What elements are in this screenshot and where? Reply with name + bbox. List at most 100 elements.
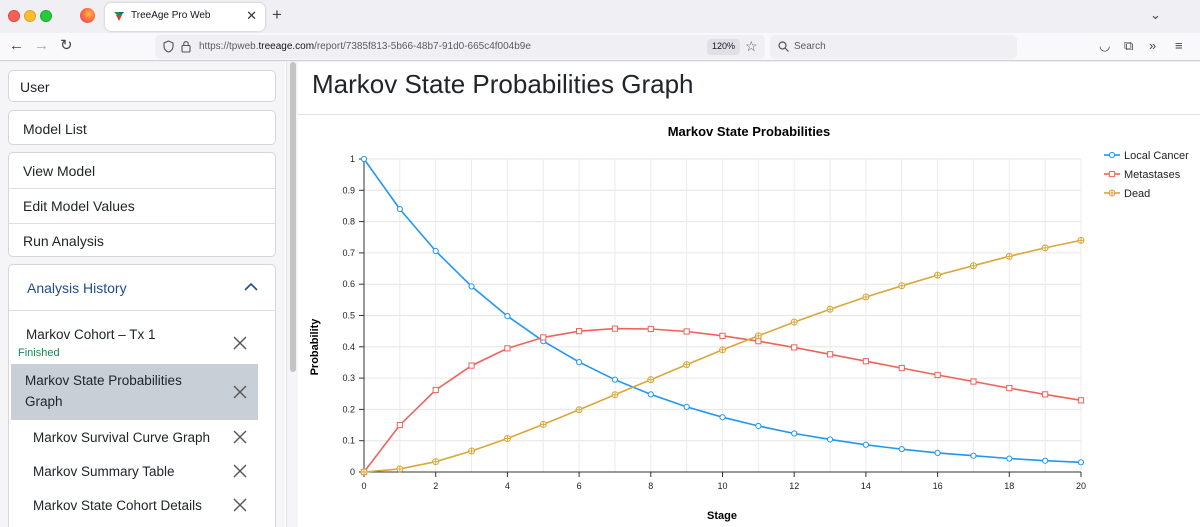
divider bbox=[9, 310, 275, 311]
data-point bbox=[396, 465, 404, 473]
data-point bbox=[862, 358, 869, 365]
data-point bbox=[611, 325, 619, 332]
data-point bbox=[1006, 385, 1013, 392]
history-entry-label[interactable]: Markov Survival Curve Graph bbox=[33, 430, 211, 445]
data-point bbox=[576, 328, 583, 335]
browser-nav-bar: ← → ↻ https://tpweb.treeage.com/report/7… bbox=[0, 33, 1200, 61]
data-point bbox=[719, 332, 726, 339]
data-point bbox=[539, 420, 547, 428]
data-point bbox=[576, 359, 583, 366]
data-point-cross bbox=[1006, 253, 1013, 260]
url-bar[interactable]: https://tpweb.treeage.com/report/7385f81… bbox=[155, 35, 765, 59]
close-icon[interactable] bbox=[232, 497, 248, 513]
data-point bbox=[396, 421, 403, 429]
data-point bbox=[1108, 189, 1116, 197]
y-tick-label: 0.5 bbox=[342, 311, 355, 321]
search-bar[interactable]: Search bbox=[770, 35, 1017, 59]
y-tick-label: 0.7 bbox=[342, 248, 355, 258]
data-point-cross bbox=[432, 458, 439, 465]
x-tick-label: 16 bbox=[933, 481, 943, 491]
chart-series-group bbox=[360, 155, 1085, 476]
history-entry-label: Markov State Probabilities Graph bbox=[25, 373, 182, 409]
data-point bbox=[826, 305, 834, 313]
data-point-cross bbox=[1042, 244, 1049, 251]
y-tick-label: 0.4 bbox=[342, 342, 355, 352]
sidebar-item-user[interactable]: User bbox=[8, 70, 276, 102]
data-point bbox=[647, 391, 654, 398]
data-point-cross bbox=[862, 294, 869, 301]
reload-icon[interactable]: ↻ bbox=[60, 37, 73, 54]
data-point bbox=[468, 283, 475, 290]
series-local-cancer bbox=[360, 155, 1085, 466]
sidebar-item-edit-model-values[interactable]: Edit Model Values bbox=[23, 198, 135, 214]
close-icon[interactable] bbox=[232, 335, 248, 351]
legend-label: Dead bbox=[1124, 188, 1150, 200]
page-title: Markov State Probabilities Graph bbox=[312, 69, 694, 99]
history-entry-label[interactable]: Markov Summary Table bbox=[33, 464, 175, 479]
data-point bbox=[1042, 457, 1049, 464]
pocket-icon[interactable]: ◡ bbox=[1099, 38, 1111, 53]
chevron-up-icon[interactable] bbox=[243, 279, 259, 295]
chart-legend: Local Cancer Metastases Dead bbox=[1104, 150, 1189, 200]
back-arrow-icon[interactable]: ← bbox=[9, 37, 24, 54]
scrollbar-thumb[interactable] bbox=[290, 62, 296, 372]
close-icon[interactable] bbox=[232, 429, 248, 445]
bookmark-star-icon[interactable]: ☆ bbox=[745, 38, 758, 54]
overflow-chevron-icon[interactable]: » bbox=[1149, 38, 1157, 53]
data-point bbox=[934, 371, 941, 379]
hamburger-menu-icon[interactable]: ≡ bbox=[1175, 38, 1183, 53]
sidebar-scrollbar[interactable] bbox=[286, 62, 298, 527]
analysis-history-title[interactable]: Analysis History bbox=[27, 280, 127, 296]
data-point bbox=[360, 468, 368, 476]
chart-grid bbox=[363, 158, 1082, 473]
data-point bbox=[1077, 459, 1085, 466]
url-text[interactable]: https://tpweb.treeage.com/report/7385f81… bbox=[199, 41, 531, 52]
sidebar-item-view-model[interactable]: View Model bbox=[23, 163, 96, 179]
data-point bbox=[575, 406, 583, 414]
lock-icon[interactable] bbox=[181, 40, 191, 53]
extensions-icon[interactable]: ⧉ bbox=[1124, 38, 1134, 53]
data-point bbox=[1005, 252, 1013, 260]
data-point-cross bbox=[468, 448, 475, 455]
x-tick-label: 4 bbox=[505, 481, 510, 491]
sidebar-item-model-list[interactable]: Model List bbox=[8, 110, 276, 145]
close-window-button[interactable] bbox=[8, 10, 20, 22]
legend-label: Metastases bbox=[1124, 169, 1181, 181]
history-entry-label[interactable]: Markov Cohort – Tx 1 bbox=[26, 327, 156, 342]
x-tick-label: 12 bbox=[789, 481, 799, 491]
zoom-level-badge[interactable]: 120% bbox=[707, 39, 741, 55]
new-tab-icon[interactable]: + bbox=[272, 5, 282, 24]
data-point bbox=[432, 386, 439, 394]
chart-title: Markov State Probabilities bbox=[668, 124, 831, 139]
minimize-window-button[interactable] bbox=[24, 10, 36, 22]
treeage-logo-icon bbox=[114, 12, 124, 21]
history-entry-selected[interactable]: Markov State Probabilities Graph bbox=[11, 364, 258, 420]
sidebar-item-run-analysis[interactable]: Run Analysis bbox=[23, 233, 104, 249]
data-point-cross bbox=[683, 361, 690, 368]
data-point-cross bbox=[647, 376, 654, 383]
close-icon[interactable] bbox=[232, 384, 248, 400]
tracking-shield-icon[interactable] bbox=[163, 40, 174, 53]
maximize-window-button[interactable] bbox=[40, 10, 52, 22]
browser-tab-active[interactable]: TreeAge Pro Web ✕ bbox=[105, 3, 265, 31]
data-point bbox=[790, 318, 798, 326]
firefox-view-icon[interactable] bbox=[80, 8, 95, 23]
y-tick-label: 0.2 bbox=[342, 404, 355, 414]
x-tick-label: 14 bbox=[861, 481, 871, 491]
history-entry-label[interactable]: Markov State Cohort Details bbox=[33, 498, 202, 513]
data-point bbox=[970, 378, 977, 385]
tab-list-chevron-icon[interactable]: ⌄ bbox=[1150, 7, 1161, 22]
tab-close-icon[interactable]: ✕ bbox=[246, 8, 257, 23]
y-tick-label: 0.6 bbox=[342, 279, 355, 289]
data-point bbox=[504, 313, 511, 320]
y-tick-label: 1 bbox=[350, 154, 355, 164]
forward-arrow-icon[interactable]: → bbox=[34, 37, 49, 54]
data-point bbox=[898, 364, 905, 372]
data-point-cross bbox=[934, 272, 941, 279]
data-point-cross bbox=[719, 346, 726, 353]
data-point-cross bbox=[576, 406, 583, 413]
x-tick-label: 2 bbox=[433, 481, 438, 491]
page-viewport: User Model List View Model Edit Model Va… bbox=[0, 62, 1200, 527]
data-point bbox=[755, 422, 762, 430]
close-icon[interactable] bbox=[232, 463, 248, 479]
